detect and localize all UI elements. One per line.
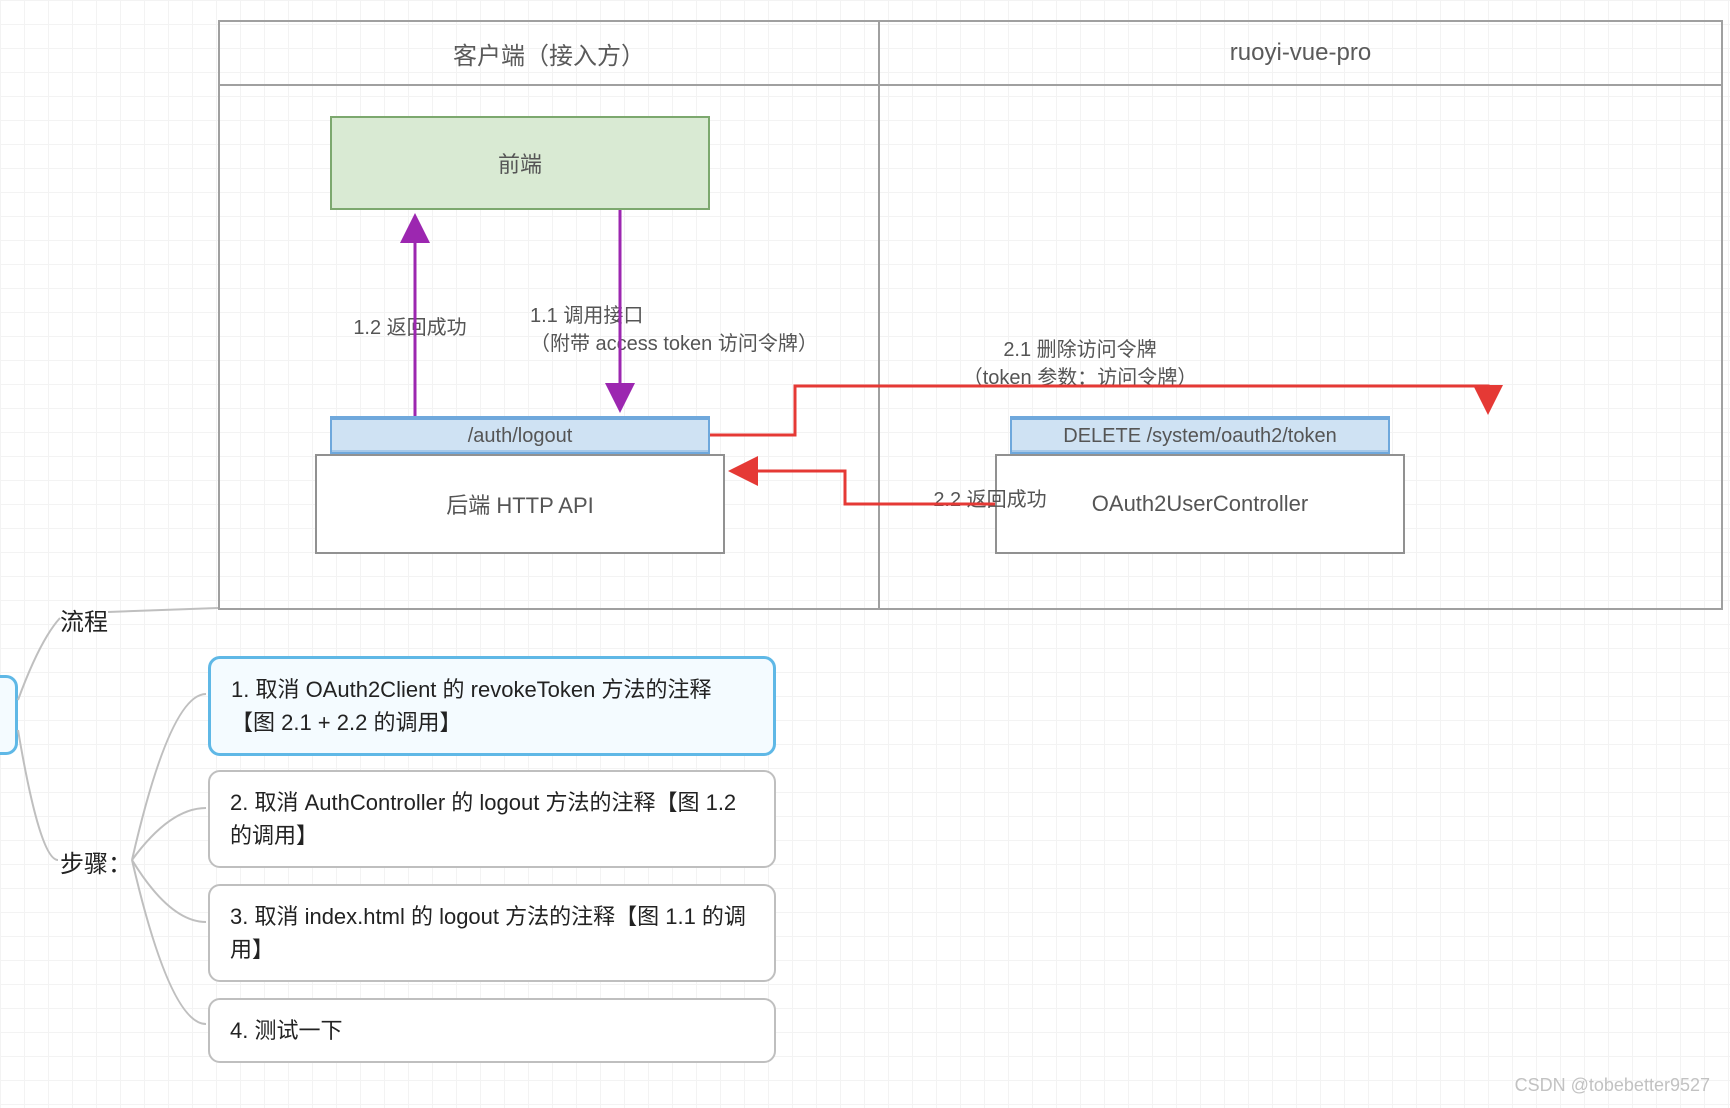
label-2-1: 2.1 删除访问令牌 （token 参数：访问令牌） [900,336,1260,392]
frontend-box: 前端 [330,116,710,210]
label-2-1-line2: （token 参数：访问令牌） [963,367,1197,389]
step-2: 2. 取消 AuthController 的 logout 方法的注释【图 1.… [208,770,776,868]
diagram-header: 客户端（接入方） ruoyi-vue-pro [220,22,1721,86]
label-1-1-line2: （附带 access token 访问令牌） [530,333,818,355]
label-1-1: 1.1 调用接口 （附带 access token 访问令牌） [530,302,930,358]
watermark: CSDN @tobebetter9527 [1515,1075,1710,1096]
label-steps: 步骤： [60,844,132,879]
label-1-1-line1: 1.1 调用接口 [530,305,643,327]
step-1: 1. 取消 OAuth2Client 的 revokeToken 方法的注释【图… [208,656,776,756]
architecture-diagram: 客户端（接入方） ruoyi-vue-pro 前端 后端 HTTP API /a… [218,20,1723,610]
step-4: 4. 测试一下 [208,998,776,1063]
auth-endpoint-box: /auth/logout [330,416,710,454]
label-flow: 流程 [60,602,108,637]
step-3: 3. 取消 index.html 的 logout 方法的注释【图 1.1 的调… [208,884,776,982]
client-column: 前端 后端 HTTP API /auth/logout 1.2 返回成功 1.1… [220,86,880,608]
delete-endpoint-box: DELETE /system/oauth2/token [1010,416,1390,454]
column-header-client: 客户端（接入方） [220,22,880,86]
label-1-2: 1.2 返回成功 [330,314,490,342]
label-2-2: 2.2 返回成功 [900,486,1080,514]
column-header-server: ruoyi-vue-pro [880,22,1721,86]
label-2-1-line1: 2.1 删除访问令牌 [1003,339,1156,361]
server-column: OAuth2UserController DELETE /system/oaut… [880,86,1721,608]
backend-box: 后端 HTTP API [315,454,725,554]
mindmap-root-stub [0,675,18,755]
